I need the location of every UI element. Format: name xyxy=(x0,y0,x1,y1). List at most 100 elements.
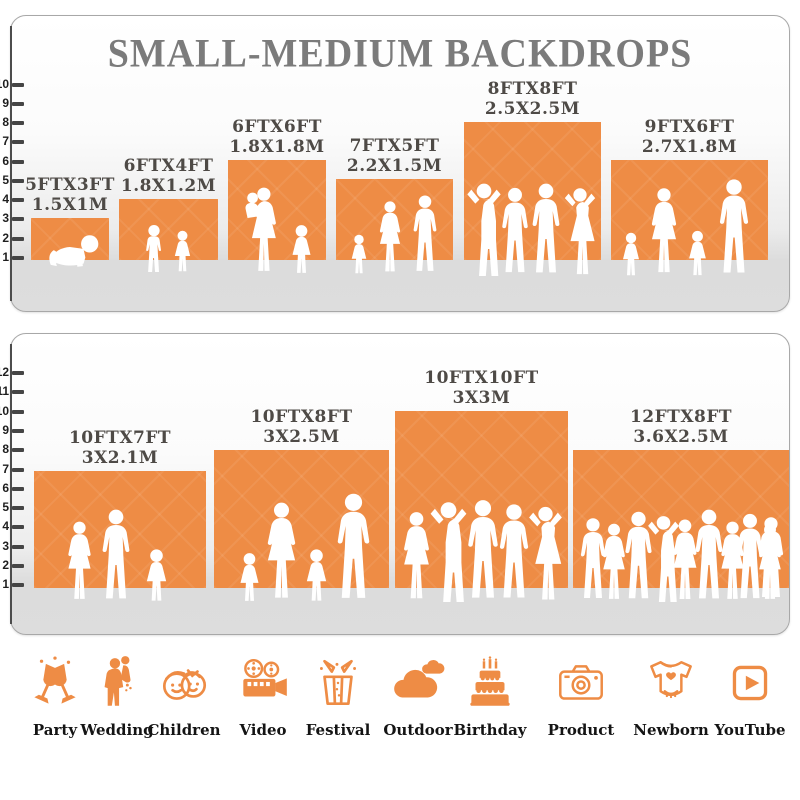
ruler-number: 2 xyxy=(2,558,9,572)
ruler-tick: 11 xyxy=(0,384,24,398)
children-icon xyxy=(162,669,207,700)
silhouette-adult-group xyxy=(404,500,562,602)
ruler-number: 1 xyxy=(2,577,9,591)
category-wedding: Wedding xyxy=(75,654,159,739)
category-label: Children xyxy=(147,721,221,739)
ruler-number: 10 xyxy=(0,77,9,91)
silhouette-small-family xyxy=(351,195,437,274)
outdoor-icon xyxy=(394,660,445,698)
backdrop-size-label: 6FTX6FT 1.8X1.8M xyxy=(229,116,325,157)
silhouette-family-of-four xyxy=(623,179,749,276)
page-title: SMALL-MEDIUM BACKDROPS xyxy=(107,31,693,77)
ruler-number: 9 xyxy=(2,423,9,437)
backdrop-7x5: 7FTX5FT 2.2X1.5M xyxy=(336,136,453,274)
category-label: YouTube xyxy=(714,721,786,739)
backdrop-12x8: 12FTX8FT 3.6X2.5M xyxy=(573,407,789,602)
ruler-tick: 5 xyxy=(2,173,24,187)
backdrop-size-label: 10FTX7FT 3X2.1M xyxy=(68,427,172,468)
backdrop-size-label: 6FTX4FT 1.8X1.2M xyxy=(120,155,217,196)
backdrop-size-label: 12FTX8FT 3.6X2.5M xyxy=(629,406,733,447)
backdrop-10x8: 10FTX8FT 3X2.5M xyxy=(214,407,389,601)
panel-small-medium-top: SMALL-MEDIUM BACKDROPS 1 2 3 4 5 6 7 8 9… xyxy=(0,15,790,312)
backdrop-6x6: 6FTX6FT 1.8X1.8M xyxy=(228,117,326,273)
category-label: Party xyxy=(32,721,78,739)
ruler-number: 6 xyxy=(2,481,9,495)
backdrop-10x7: 10FTX7FT 3X2.1M xyxy=(34,428,206,601)
category-label: Birthday xyxy=(453,721,527,739)
ruler-tick: 1 xyxy=(2,577,24,591)
ruler-number: 8 xyxy=(2,115,9,129)
backdrop-6x4: 6FTX4FT 1.8X1.2M xyxy=(119,156,218,272)
silhouette-crawling-baby xyxy=(49,235,99,267)
ruler-number: 5 xyxy=(2,173,9,187)
birthday-icon xyxy=(470,656,510,706)
category-video: Video xyxy=(221,654,305,739)
ruler-number: 1 xyxy=(2,250,9,264)
backdrop-size-label: 10FTX8FT 3X2.5M xyxy=(250,406,353,447)
ruler-tick: 2 xyxy=(2,558,24,572)
ruler-number: 10 xyxy=(0,404,9,418)
ruler-tick: 6 xyxy=(2,481,24,495)
ruler-tick: 4 xyxy=(2,192,24,206)
category-festival: Festival xyxy=(296,654,380,739)
ruler-tick: 10 xyxy=(0,77,24,91)
backdrop-size-label: 10FTX10FT 3X3M xyxy=(424,367,539,408)
ruler-number: 5 xyxy=(2,500,9,514)
backdrop-10x10: 10FTX10FT 3X3M xyxy=(395,368,568,602)
backdrop-8x8: 8FTX8FT 2.5X2.5M xyxy=(464,79,601,276)
silhouette-family-of-three xyxy=(68,509,167,601)
backdrop-size-label: 8FTX8FT 2.5X2.5M xyxy=(484,78,581,119)
festival-icon xyxy=(319,659,357,706)
category-birthday: Birthday xyxy=(448,654,532,739)
ruler-tick: 12 xyxy=(0,365,24,379)
ruler-number: 7 xyxy=(2,462,9,476)
ruler-tick: 4 xyxy=(2,519,24,533)
ruler-tick: 1 xyxy=(2,250,24,264)
video-icon xyxy=(243,658,287,697)
category-label: Product xyxy=(547,721,615,739)
ruler-line xyxy=(10,344,12,624)
silhouette-family-of-four xyxy=(240,493,370,601)
product-icon xyxy=(559,665,603,700)
backdrop-9x6: 9FTX6FT 2.7X1.8M xyxy=(611,117,768,276)
category-label: Festival xyxy=(305,721,371,739)
youtube-icon xyxy=(732,665,768,701)
ruler-number: 3 xyxy=(2,211,9,225)
category-youtube: YouTube xyxy=(708,654,792,739)
backdrop-5x3: 5FTX3FT 1.5X1M xyxy=(25,175,114,267)
ruler-tick: 5 xyxy=(2,500,24,514)
ruler-tick: 2 xyxy=(2,231,24,245)
category-newborn: Newborn xyxy=(629,654,713,739)
ruler-tick: 8 xyxy=(2,442,24,456)
ruler-number: 4 xyxy=(2,519,9,533)
silhouette-adult-group xyxy=(467,183,596,276)
category-label: Outdoor xyxy=(383,721,453,739)
category-label: Newborn xyxy=(633,721,709,739)
backdrop-size-label: 5FTX3FT 1.5X1M xyxy=(25,174,115,215)
ruler-number: 4 xyxy=(2,192,9,206)
ruler-tick: 7 xyxy=(2,134,24,148)
wedding-icon xyxy=(104,656,132,706)
silhouette-two-children xyxy=(146,225,191,272)
category-label: Wedding xyxy=(80,721,154,739)
ruler-tick: 10 xyxy=(0,404,24,418)
ruler-tick: 3 xyxy=(2,539,24,553)
ruler-tick: 7 xyxy=(2,462,24,476)
silhouette-crowd xyxy=(580,509,784,602)
ruler-tick: 9 xyxy=(2,423,24,437)
category-children: Children xyxy=(142,654,226,739)
ruler-number: 12 xyxy=(0,365,9,379)
ruler-number: 7 xyxy=(2,134,9,148)
ruler-tick: 8 xyxy=(2,115,24,129)
backdrop-size-label: 7FTX5FT 2.2X1.5M xyxy=(346,135,443,176)
ruler-tick: 3 xyxy=(2,211,24,225)
panel-small-medium-bottom: 1 2 3 4 5 6 7 8 9 10 11 12 10FTX7FT 3X2.… xyxy=(0,333,790,635)
silhouette-mother-and-girl xyxy=(245,187,311,273)
ruler-number: 8 xyxy=(2,442,9,456)
ruler-number: 2 xyxy=(2,231,9,245)
ruler-tick: 6 xyxy=(2,154,24,168)
ruler-line xyxy=(10,26,12,301)
category-label: Video xyxy=(239,721,287,739)
category-party: Party xyxy=(13,654,97,739)
